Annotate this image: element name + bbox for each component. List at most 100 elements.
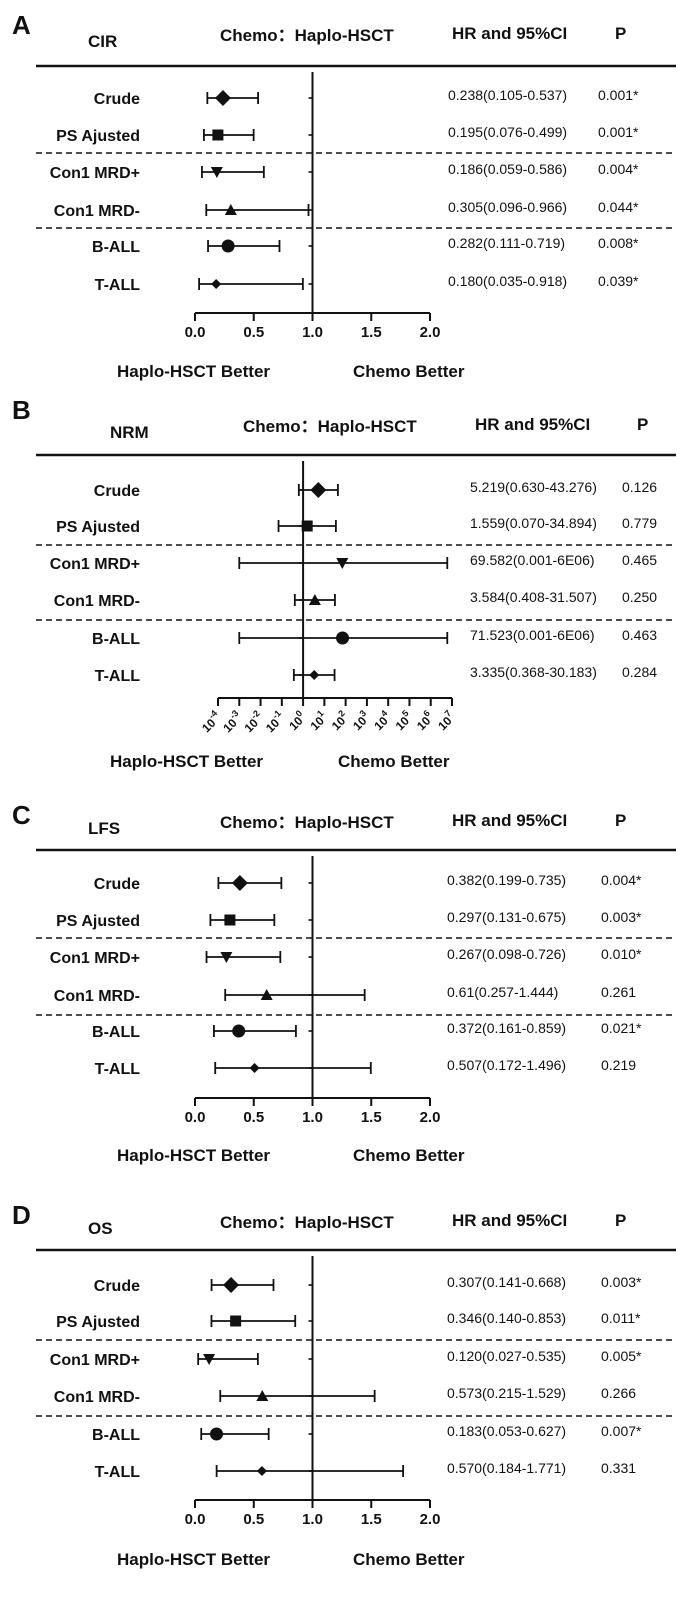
hr-point-diamond	[310, 482, 327, 498]
forest-row: B-ALL 0.282(0.111-0.719) 0.008*	[92, 235, 639, 256]
row-label: PS Ajusted	[56, 1314, 140, 1331]
hr-point-square	[230, 1315, 242, 1327]
panel-letter: A	[12, 10, 31, 40]
hr-ci-text: 0.238(0.105-0.537)	[448, 87, 567, 103]
panel-c: C LFS Chemo：Haplo-HSCT HR and 95%CI P Crude 0.…	[12, 800, 676, 1165]
p-value: 0.219	[601, 1057, 636, 1073]
hr-point-tri-up	[260, 989, 273, 1000]
endpoint-label: OS	[88, 1219, 113, 1238]
row-label: Con1 MRD-	[54, 1389, 140, 1406]
p-value: 0.001*	[598, 124, 639, 140]
hr-point-square	[224, 914, 236, 926]
row-label: PS Ajusted	[56, 128, 140, 145]
hr-point-small-diamond	[256, 1466, 267, 1476]
row-label: T-ALL	[95, 1061, 141, 1078]
row-label: T-ALL	[95, 277, 141, 294]
chemo-better-label: Chemo Better	[338, 752, 450, 771]
hr-point-circle	[221, 239, 235, 253]
forest-row: Crude 0.307(0.141-0.668) 0.003*	[94, 1274, 642, 1295]
row-label: Crude	[94, 91, 140, 108]
x-tick-label: 1.5	[361, 324, 382, 341]
p-value: 0.008*	[598, 235, 639, 251]
hr-ci-text: 0.195(0.076-0.499)	[448, 124, 567, 140]
hr-ci-text: 1.559(0.070-34.894)	[470, 515, 597, 531]
p-value: 0.007*	[601, 1423, 642, 1439]
hr-point-small-diamond	[249, 1063, 260, 1073]
hr-point-diamond	[231, 875, 248, 891]
panel-a: A CIR Chemo：Haplo-HSCT HR and 95%CI P Crude 0.…	[12, 10, 676, 381]
row-label: B-ALL	[92, 1024, 140, 1041]
chemo-better-label: Chemo Better	[353, 1146, 465, 1165]
row-label: Crude	[94, 876, 140, 893]
hr-ci-text: 0.346(0.140-0.853)	[447, 1310, 566, 1326]
hr-point-circle	[232, 1024, 246, 1038]
x-tick-label: 102	[327, 708, 352, 733]
forest-row: PS Ajusted 0.195(0.076-0.499) 0.001*	[56, 124, 639, 145]
x-tick-label: 104	[369, 708, 394, 733]
forest-row: Con1 MRD- 3.584(0.408-31.507) 0.250	[54, 589, 657, 610]
forest-row: B-ALL 0.183(0.053-0.627) 0.007*	[92, 1423, 642, 1444]
p-value: 0.021*	[601, 1020, 642, 1036]
p-value: 0.003*	[601, 1274, 642, 1290]
p-value: 0.126	[622, 479, 657, 495]
hr-ci-text: 0.61(0.257-1.444)	[447, 984, 558, 1000]
p-value: 0.284	[622, 664, 657, 680]
comparison-label: Chemo：Haplo-HSCT	[243, 417, 417, 436]
hr-point-square	[301, 520, 313, 532]
x-tick-label: 100	[284, 708, 309, 733]
haplo-better-label: Haplo-HSCT Better	[117, 1550, 270, 1569]
hr-ci-text: 0.120(0.027-0.535)	[447, 1348, 566, 1364]
panel-d: D OS Chemo：Haplo-HSCT HR and 95%CI P Crude 0.3…	[12, 1200, 676, 1569]
haplo-better-label: Haplo-HSCT Better	[117, 1146, 270, 1165]
hr-ci-text: 0.267(0.098-0.726)	[447, 946, 566, 962]
x-tick-label: 0.0	[185, 324, 206, 341]
x-tick-label: 10-2	[240, 708, 267, 735]
hr-point-tri-down	[203, 1354, 216, 1365]
x-tick-label: 107	[433, 708, 458, 733]
x-tick-label: 1.0	[302, 324, 323, 341]
row-label: Con1 MRD-	[54, 593, 140, 610]
hr-ci-text: 69.582(0.001-6E06)	[470, 552, 595, 568]
p-value: 0.331	[601, 1460, 636, 1476]
row-label: Con1 MRD-	[54, 988, 140, 1005]
hr-ci-text: 0.382(0.199-0.735)	[447, 872, 566, 888]
x-tick-label: 10-4	[197, 708, 224, 735]
hr-column-header: HR and 95%CI	[452, 811, 567, 830]
hr-ci-text: 0.297(0.131-0.675)	[447, 909, 566, 925]
forest-row: Con1 MRD- 0.61(0.257-1.444) 0.261	[54, 984, 636, 1005]
p-value: 0.779	[622, 515, 657, 531]
x-tick-label: 10-1	[261, 708, 288, 735]
forest-row: B-ALL 71.523(0.001-6E06) 0.463	[92, 627, 657, 648]
forest-row: Con1 MRD+ 0.186(0.059-0.586) 0.004*	[50, 161, 639, 182]
hr-point-tri-down	[220, 952, 233, 963]
row-label: Con1 MRD+	[50, 1352, 140, 1369]
panel-letter: B	[12, 395, 31, 425]
x-tick-label: 0.5	[243, 324, 264, 341]
forest-row: PS Ajusted 0.346(0.140-0.853) 0.011*	[56, 1310, 641, 1331]
hr-point-square	[212, 129, 224, 141]
row-label: PS Ajusted	[56, 519, 140, 536]
x-tick-label: 0.0	[185, 1109, 206, 1126]
p-value: 0.261	[601, 984, 636, 1000]
row-label: B-ALL	[92, 239, 140, 256]
hr-ci-text: 3.335(0.368-30.183)	[470, 664, 597, 680]
p-column-header: P	[615, 24, 626, 43]
forest-row: T-ALL 0.180(0.035-0.918) 0.039*	[95, 273, 639, 294]
x-tick-label: 1.5	[361, 1109, 382, 1126]
hr-ci-text: 0.573(0.215-1.529)	[447, 1385, 566, 1401]
hr-point-tri-up	[256, 1390, 269, 1401]
row-label: B-ALL	[92, 631, 140, 648]
hr-column-header: HR and 95%CI	[475, 415, 590, 434]
x-tick-label: 2.0	[420, 324, 441, 341]
row-label: Con1 MRD-	[54, 203, 140, 220]
hr-point-tri-up	[308, 594, 321, 605]
row-label: T-ALL	[95, 1464, 141, 1481]
forest-row: Con1 MRD- 0.573(0.215-1.529) 0.266	[54, 1385, 636, 1406]
hr-ci-text: 0.570(0.184-1.771)	[447, 1460, 566, 1476]
p-value: 0.001*	[598, 87, 639, 103]
row-label: Crude	[94, 1278, 140, 1295]
hr-point-circle	[210, 1427, 224, 1441]
x-tick-label: 0.5	[243, 1109, 264, 1126]
p-column-header: P	[637, 415, 648, 434]
panel-b: B NRM Chemo：Haplo-HSCT HR and 95%CI P Crude 5.…	[12, 395, 676, 771]
